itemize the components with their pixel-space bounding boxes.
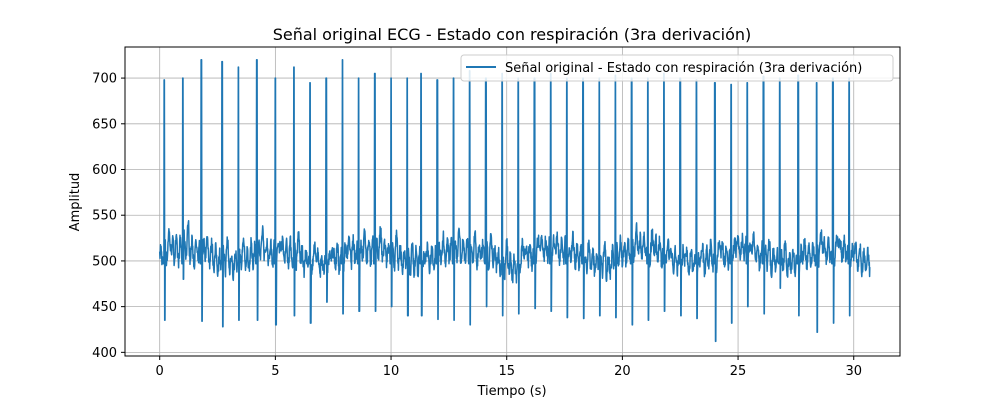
x-tick-label: 5 (271, 364, 279, 379)
y-tick-label: 400 (92, 346, 117, 361)
series-layer (158, 59, 871, 343)
legend-label: Señal original - Estado con respiración … (505, 61, 862, 76)
grid (125, 47, 900, 356)
y-axis: 400 450 500 550 600 650 700 (92, 72, 125, 361)
y-tick-label: 650 (92, 117, 117, 132)
plot-area-frame (124, 46, 901, 357)
y-tick-label: 700 (92, 72, 117, 87)
ecg-series-line (158, 59, 871, 343)
legend: Señal original - Estado con respiración … (460, 54, 894, 82)
y-tick-label: 600 (92, 163, 117, 178)
x-tick-label: 20 (614, 364, 631, 379)
x-tick-label: 15 (498, 364, 515, 379)
x-tick-label: 0 (156, 364, 164, 379)
legend-box (460, 54, 894, 82)
x-tick-label: 25 (730, 364, 747, 379)
y-axis-label: Amplitud (68, 173, 83, 232)
x-tick-label: 30 (845, 364, 862, 379)
y-tick-label: 500 (92, 254, 117, 269)
y-tick-label: 550 (92, 209, 117, 224)
y-tick-label: 450 (92, 300, 117, 315)
x-axis: 0 5 10 15 20 25 30 (156, 356, 862, 379)
chart-title: Señal original ECG - Estado con respirac… (273, 25, 752, 44)
x-tick-label: 10 (383, 364, 400, 379)
x-axis-label: Tiempo (s) (476, 384, 546, 399)
